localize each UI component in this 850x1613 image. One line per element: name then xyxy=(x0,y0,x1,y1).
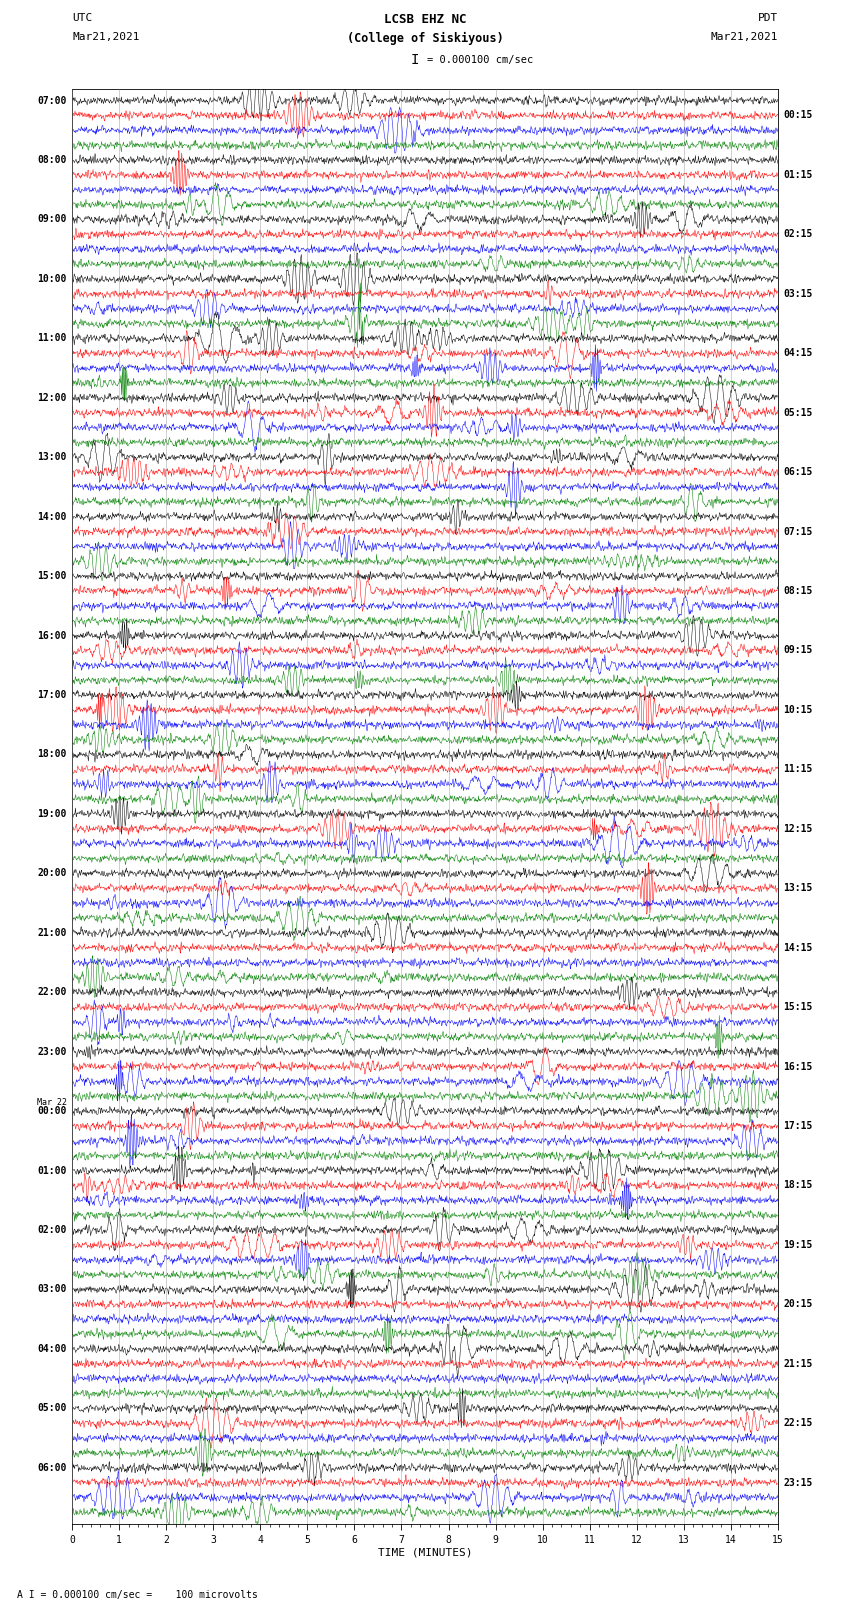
Text: 21:00: 21:00 xyxy=(37,927,66,937)
Text: A I = 0.000100 cm/sec =    100 microvolts: A I = 0.000100 cm/sec = 100 microvolts xyxy=(17,1590,258,1600)
Text: 14:00: 14:00 xyxy=(37,511,66,521)
Text: 11:00: 11:00 xyxy=(37,334,66,344)
Text: 04:00: 04:00 xyxy=(37,1344,66,1353)
Text: 17:00: 17:00 xyxy=(37,690,66,700)
Text: 09:00: 09:00 xyxy=(37,215,66,224)
Text: 20:15: 20:15 xyxy=(784,1300,813,1310)
Text: Mar21,2021: Mar21,2021 xyxy=(711,32,778,42)
Text: 05:00: 05:00 xyxy=(37,1403,66,1413)
Text: 12:00: 12:00 xyxy=(37,394,66,403)
Text: 19:00: 19:00 xyxy=(37,810,66,819)
Text: UTC: UTC xyxy=(72,13,93,23)
Text: = 0.000100 cm/sec: = 0.000100 cm/sec xyxy=(427,55,533,65)
Text: 22:00: 22:00 xyxy=(37,987,66,997)
X-axis label: TIME (MINUTES): TIME (MINUTES) xyxy=(377,1547,473,1558)
Text: 06:15: 06:15 xyxy=(784,468,813,477)
Text: 12:15: 12:15 xyxy=(784,824,813,834)
Text: 03:00: 03:00 xyxy=(37,1284,66,1295)
Text: (College of Siskiyous): (College of Siskiyous) xyxy=(347,32,503,45)
Text: 13:15: 13:15 xyxy=(784,884,813,894)
Text: 22:15: 22:15 xyxy=(784,1418,813,1428)
Text: 01:15: 01:15 xyxy=(784,169,813,181)
Text: 18:00: 18:00 xyxy=(37,750,66,760)
Text: 02:00: 02:00 xyxy=(37,1224,66,1236)
Text: 09:15: 09:15 xyxy=(784,645,813,655)
Text: 04:15: 04:15 xyxy=(784,348,813,358)
Text: 16:15: 16:15 xyxy=(784,1061,813,1071)
Text: 20:00: 20:00 xyxy=(37,868,66,879)
Text: Mar21,2021: Mar21,2021 xyxy=(72,32,139,42)
Text: PDT: PDT xyxy=(757,13,778,23)
Text: 21:15: 21:15 xyxy=(784,1358,813,1369)
Text: 10:00: 10:00 xyxy=(37,274,66,284)
Text: 05:15: 05:15 xyxy=(784,408,813,418)
Text: 01:00: 01:00 xyxy=(37,1166,66,1176)
Text: 19:15: 19:15 xyxy=(784,1240,813,1250)
Text: 06:00: 06:00 xyxy=(37,1463,66,1473)
Text: 18:15: 18:15 xyxy=(784,1181,813,1190)
Text: 23:15: 23:15 xyxy=(784,1478,813,1487)
Text: 08:15: 08:15 xyxy=(784,586,813,597)
Text: 02:15: 02:15 xyxy=(784,229,813,239)
Text: 15:00: 15:00 xyxy=(37,571,66,581)
Text: 10:15: 10:15 xyxy=(784,705,813,715)
Text: 11:15: 11:15 xyxy=(784,765,813,774)
Text: 07:00: 07:00 xyxy=(37,95,66,105)
Text: 23:00: 23:00 xyxy=(37,1047,66,1057)
Text: 17:15: 17:15 xyxy=(784,1121,813,1131)
Text: 00:00: 00:00 xyxy=(37,1107,66,1116)
Text: 00:15: 00:15 xyxy=(784,110,813,121)
Text: 03:15: 03:15 xyxy=(784,289,813,298)
Text: I: I xyxy=(411,53,419,68)
Text: 15:15: 15:15 xyxy=(784,1002,813,1011)
Text: 14:15: 14:15 xyxy=(784,942,813,953)
Text: Mar 22: Mar 22 xyxy=(37,1098,66,1107)
Text: 13:00: 13:00 xyxy=(37,452,66,463)
Text: 16:00: 16:00 xyxy=(37,631,66,640)
Text: 07:15: 07:15 xyxy=(784,526,813,537)
Text: 08:00: 08:00 xyxy=(37,155,66,165)
Text: LCSB EHZ NC: LCSB EHZ NC xyxy=(383,13,467,26)
